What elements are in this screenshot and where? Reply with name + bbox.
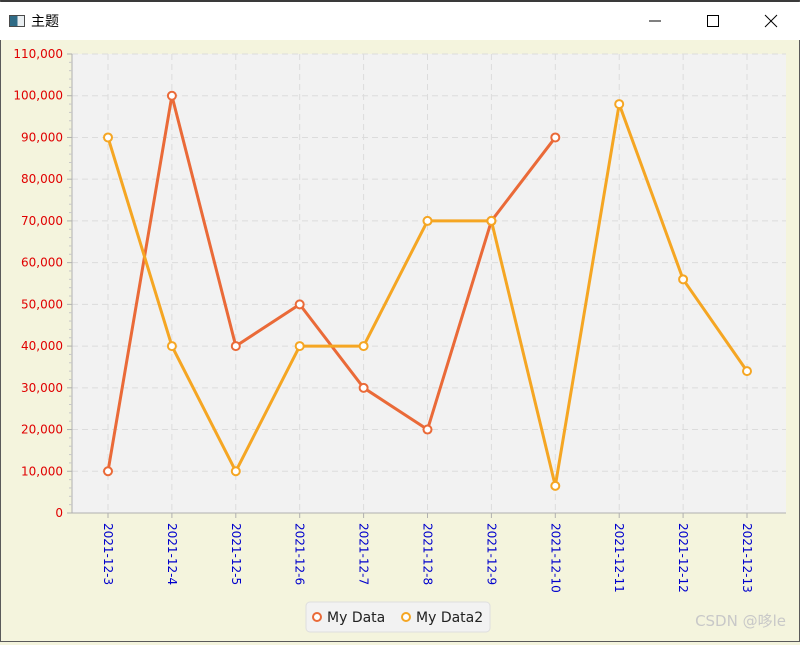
x-tick-label: 2021-12-8 xyxy=(421,523,435,585)
series-points xyxy=(103,90,752,491)
legend-box xyxy=(305,601,491,633)
series-1-point[interactable] xyxy=(358,382,369,393)
axes xyxy=(71,54,786,514)
x-tick-label: 2021-12-13 xyxy=(740,523,754,593)
x-tick-label: 2021-12-12 xyxy=(676,523,690,593)
minimize-icon xyxy=(649,20,661,22)
y-tick-label: 90,000 xyxy=(21,130,63,144)
y-tick-label: 70,000 xyxy=(21,214,63,228)
legend-label: My Data xyxy=(327,610,385,626)
app-icon xyxy=(9,15,25,27)
series-1-point[interactable] xyxy=(103,466,113,477)
y-tick-label: 10,000 xyxy=(21,464,63,478)
series-2-point[interactable] xyxy=(103,132,113,143)
series-1-point[interactable] xyxy=(230,341,241,352)
close-button[interactable] xyxy=(742,2,800,40)
title-bar[interactable]: 主题 xyxy=(0,2,800,40)
plot-background xyxy=(72,54,786,513)
series-1-point[interactable] xyxy=(550,132,561,143)
x-tick-label: 2021-12-4 xyxy=(165,523,179,585)
x-tick-label: 2021-12-10 xyxy=(548,523,562,593)
series-2-point[interactable] xyxy=(294,341,305,352)
series-2-point[interactable] xyxy=(422,215,433,226)
x-tick-label: 2021-12-9 xyxy=(484,523,498,585)
series-2-point[interactable] xyxy=(230,466,241,477)
x-tick-label: 2021-12-5 xyxy=(229,523,243,585)
grid-lines xyxy=(72,53,786,513)
window-title: 主题 xyxy=(31,14,59,30)
x-tick-label: 2021-12-11 xyxy=(612,523,626,593)
y-tick-label: 110,000 xyxy=(13,47,63,61)
series-2-point[interactable] xyxy=(742,366,752,377)
series-2-point[interactable] xyxy=(166,341,177,352)
legend[interactable]: My Data My Data2 xyxy=(305,601,491,633)
series-2-point[interactable] xyxy=(550,480,561,491)
close-icon xyxy=(764,14,778,28)
watermark: CSDN @哆le xyxy=(695,612,786,630)
y-tick-label: 30,000 xyxy=(21,381,63,395)
y-tick-label: 0 xyxy=(55,506,63,520)
legend-marker xyxy=(401,612,411,622)
y-axis-ticks: 0 10,000 20,000 30,000 40,000 50,000 60,000 70,… xyxy=(13,47,72,520)
y-tick-label: 100,000 xyxy=(13,89,63,103)
series-1-point[interactable] xyxy=(422,424,433,435)
y-tick-label: 50,000 xyxy=(21,297,63,311)
line-chart: 0 10,000 20,000 30,000 40,000 50,000 60,000 70,… xyxy=(13,47,786,633)
x-tick-label: 2021-12-3 xyxy=(101,523,115,585)
chart-area: 0 10,000 20,000 30,000 40,000 50,000 60,000 70,… xyxy=(0,40,800,641)
legend-marker xyxy=(312,612,322,622)
x-tick-label: 2021-12-6 xyxy=(293,523,307,585)
window-controls xyxy=(626,2,800,40)
series-1-point[interactable] xyxy=(294,299,305,310)
y-tick-label: 20,000 xyxy=(21,423,63,437)
series-2-point[interactable] xyxy=(678,274,689,285)
y-tick-label: 80,000 xyxy=(21,172,63,186)
maximize-button[interactable] xyxy=(684,2,742,40)
y-tick-label: 40,000 xyxy=(21,339,63,353)
series-2-point[interactable] xyxy=(486,215,497,226)
series-2-point[interactable] xyxy=(614,99,625,110)
maximize-icon xyxy=(707,15,719,27)
legend-label: My Data2 xyxy=(416,610,483,626)
series-1-point[interactable] xyxy=(166,90,177,101)
y-tick-label: 60,000 xyxy=(21,256,63,270)
x-axis-ticks: 2021-12-3 2021-12-4 2021-12-5 2021-12-6 2021… xyxy=(101,513,754,593)
x-tick-label: 2021-12-7 xyxy=(357,523,371,585)
series-2-point[interactable] xyxy=(358,341,369,352)
minimize-button[interactable] xyxy=(626,2,684,40)
